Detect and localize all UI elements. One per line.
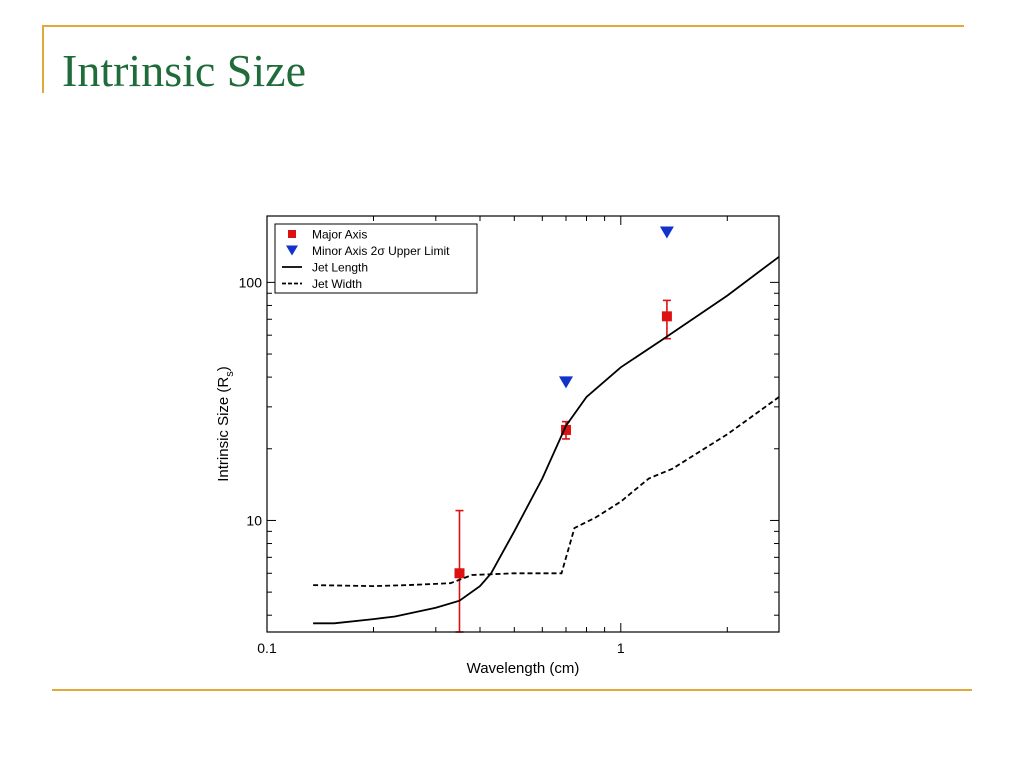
jet-length-line: [313, 256, 780, 625]
y-tick-label: 100: [239, 274, 263, 290]
y-tick-label: 10: [246, 512, 262, 528]
major-axis-point: [454, 568, 465, 579]
major-axis-point: [560, 424, 571, 435]
major-axis-point: [661, 311, 672, 322]
legend-label: Major Axis: [312, 228, 367, 242]
legend-label: Jet Length: [312, 261, 368, 275]
legend-label: Jet Width: [312, 277, 362, 291]
legend-box: [274, 223, 478, 294]
minor-axis-upper-limit-point: [659, 226, 674, 239]
x-axis-label: Wavelength (cm): [467, 660, 580, 677]
title-left-accent-rule: [42, 25, 44, 93]
footer-accent-rule: [52, 689, 972, 691]
jet-width-line: [313, 396, 780, 588]
page-title: Intrinsic Size: [62, 45, 306, 96]
plot-frame: [266, 215, 780, 633]
legend: Major Axis Minor Axis 2σ Upper Limit Jet L…: [274, 223, 478, 294]
y-axis-label-main: Intrinsic Size (R: [215, 377, 232, 482]
y-axis-label: Intrinsic Size (Rs): [215, 366, 236, 482]
legend-triangle-swatch: [286, 245, 298, 256]
title-accent-rule: [42, 25, 964, 27]
x-tick-label: 1: [617, 640, 625, 656]
y-axis-label-subscript: s: [224, 371, 236, 377]
minor-axis-upper-limit-point: [558, 376, 573, 389]
y-axis-label-suffix: ): [215, 366, 232, 371]
x-tick-label: 0.1: [257, 640, 277, 656]
legend-label: Minor Axis 2σ Upper Limit: [312, 244, 450, 258]
legend-square-swatch: [288, 230, 296, 238]
